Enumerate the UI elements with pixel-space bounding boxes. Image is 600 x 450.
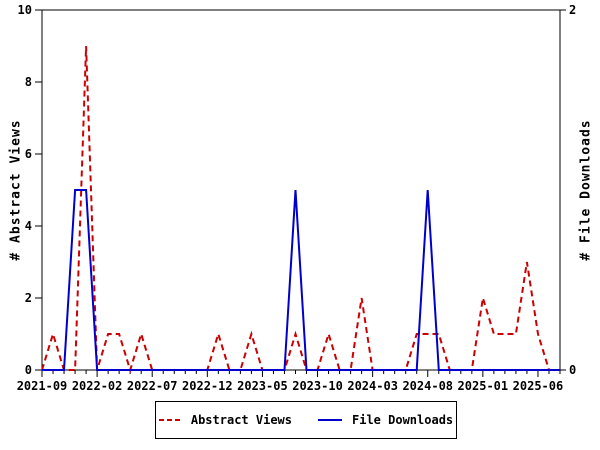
right-axis-tick-label: 0	[569, 363, 576, 377]
x-axis-tick-label: 2024-03	[347, 379, 398, 393]
x-axis-tick-label: 2022-07	[127, 379, 178, 393]
left-axis-tick-label: 8	[25, 75, 32, 89]
right-axis-title: # File Downloads	[578, 119, 594, 261]
plot-border	[41, 9, 561, 371]
legend: Abstract Views File Downloads	[155, 401, 457, 439]
legend-label-file-downloads: File Downloads	[352, 413, 454, 427]
legend-label-abstract-views: Abstract Views	[190, 413, 292, 427]
x-axis-tick-label: 2021-09	[17, 379, 68, 393]
left-axis-tick-label: 6	[25, 147, 32, 161]
left-axis-tick-label: 10	[18, 3, 32, 17]
dashed-line-sample-icon	[158, 419, 181, 421]
legend-item-file-downloads: File Downloads	[318, 413, 453, 427]
x-axis-tick-label: 2022-02	[72, 379, 123, 393]
left-axis-tick-label: 2	[25, 291, 32, 305]
x-axis-tick-label: 2022-12	[182, 379, 233, 393]
left-axis-title: # Abstract Views	[8, 119, 24, 261]
legend-item-abstract-views: Abstract Views	[158, 413, 292, 427]
solid-line-sample-icon	[318, 419, 342, 421]
right-axis-tick-label: 2	[569, 3, 576, 17]
x-axis-tick-label: 2025-01	[458, 379, 509, 393]
x-axis-tick-label: 2025-06	[513, 379, 564, 393]
x-axis-tick-label: 2023-10	[292, 379, 343, 393]
series-line-file-downloads	[42, 189, 560, 371]
x-axis-tick-label: 2023-05	[237, 379, 288, 393]
left-axis-tick-label: 0	[25, 363, 32, 377]
x-axis-tick-label: 2024-08	[402, 379, 453, 393]
series-line-abstract-views	[41, 45, 560, 374]
left-axis-tick-label: 4	[25, 219, 32, 233]
